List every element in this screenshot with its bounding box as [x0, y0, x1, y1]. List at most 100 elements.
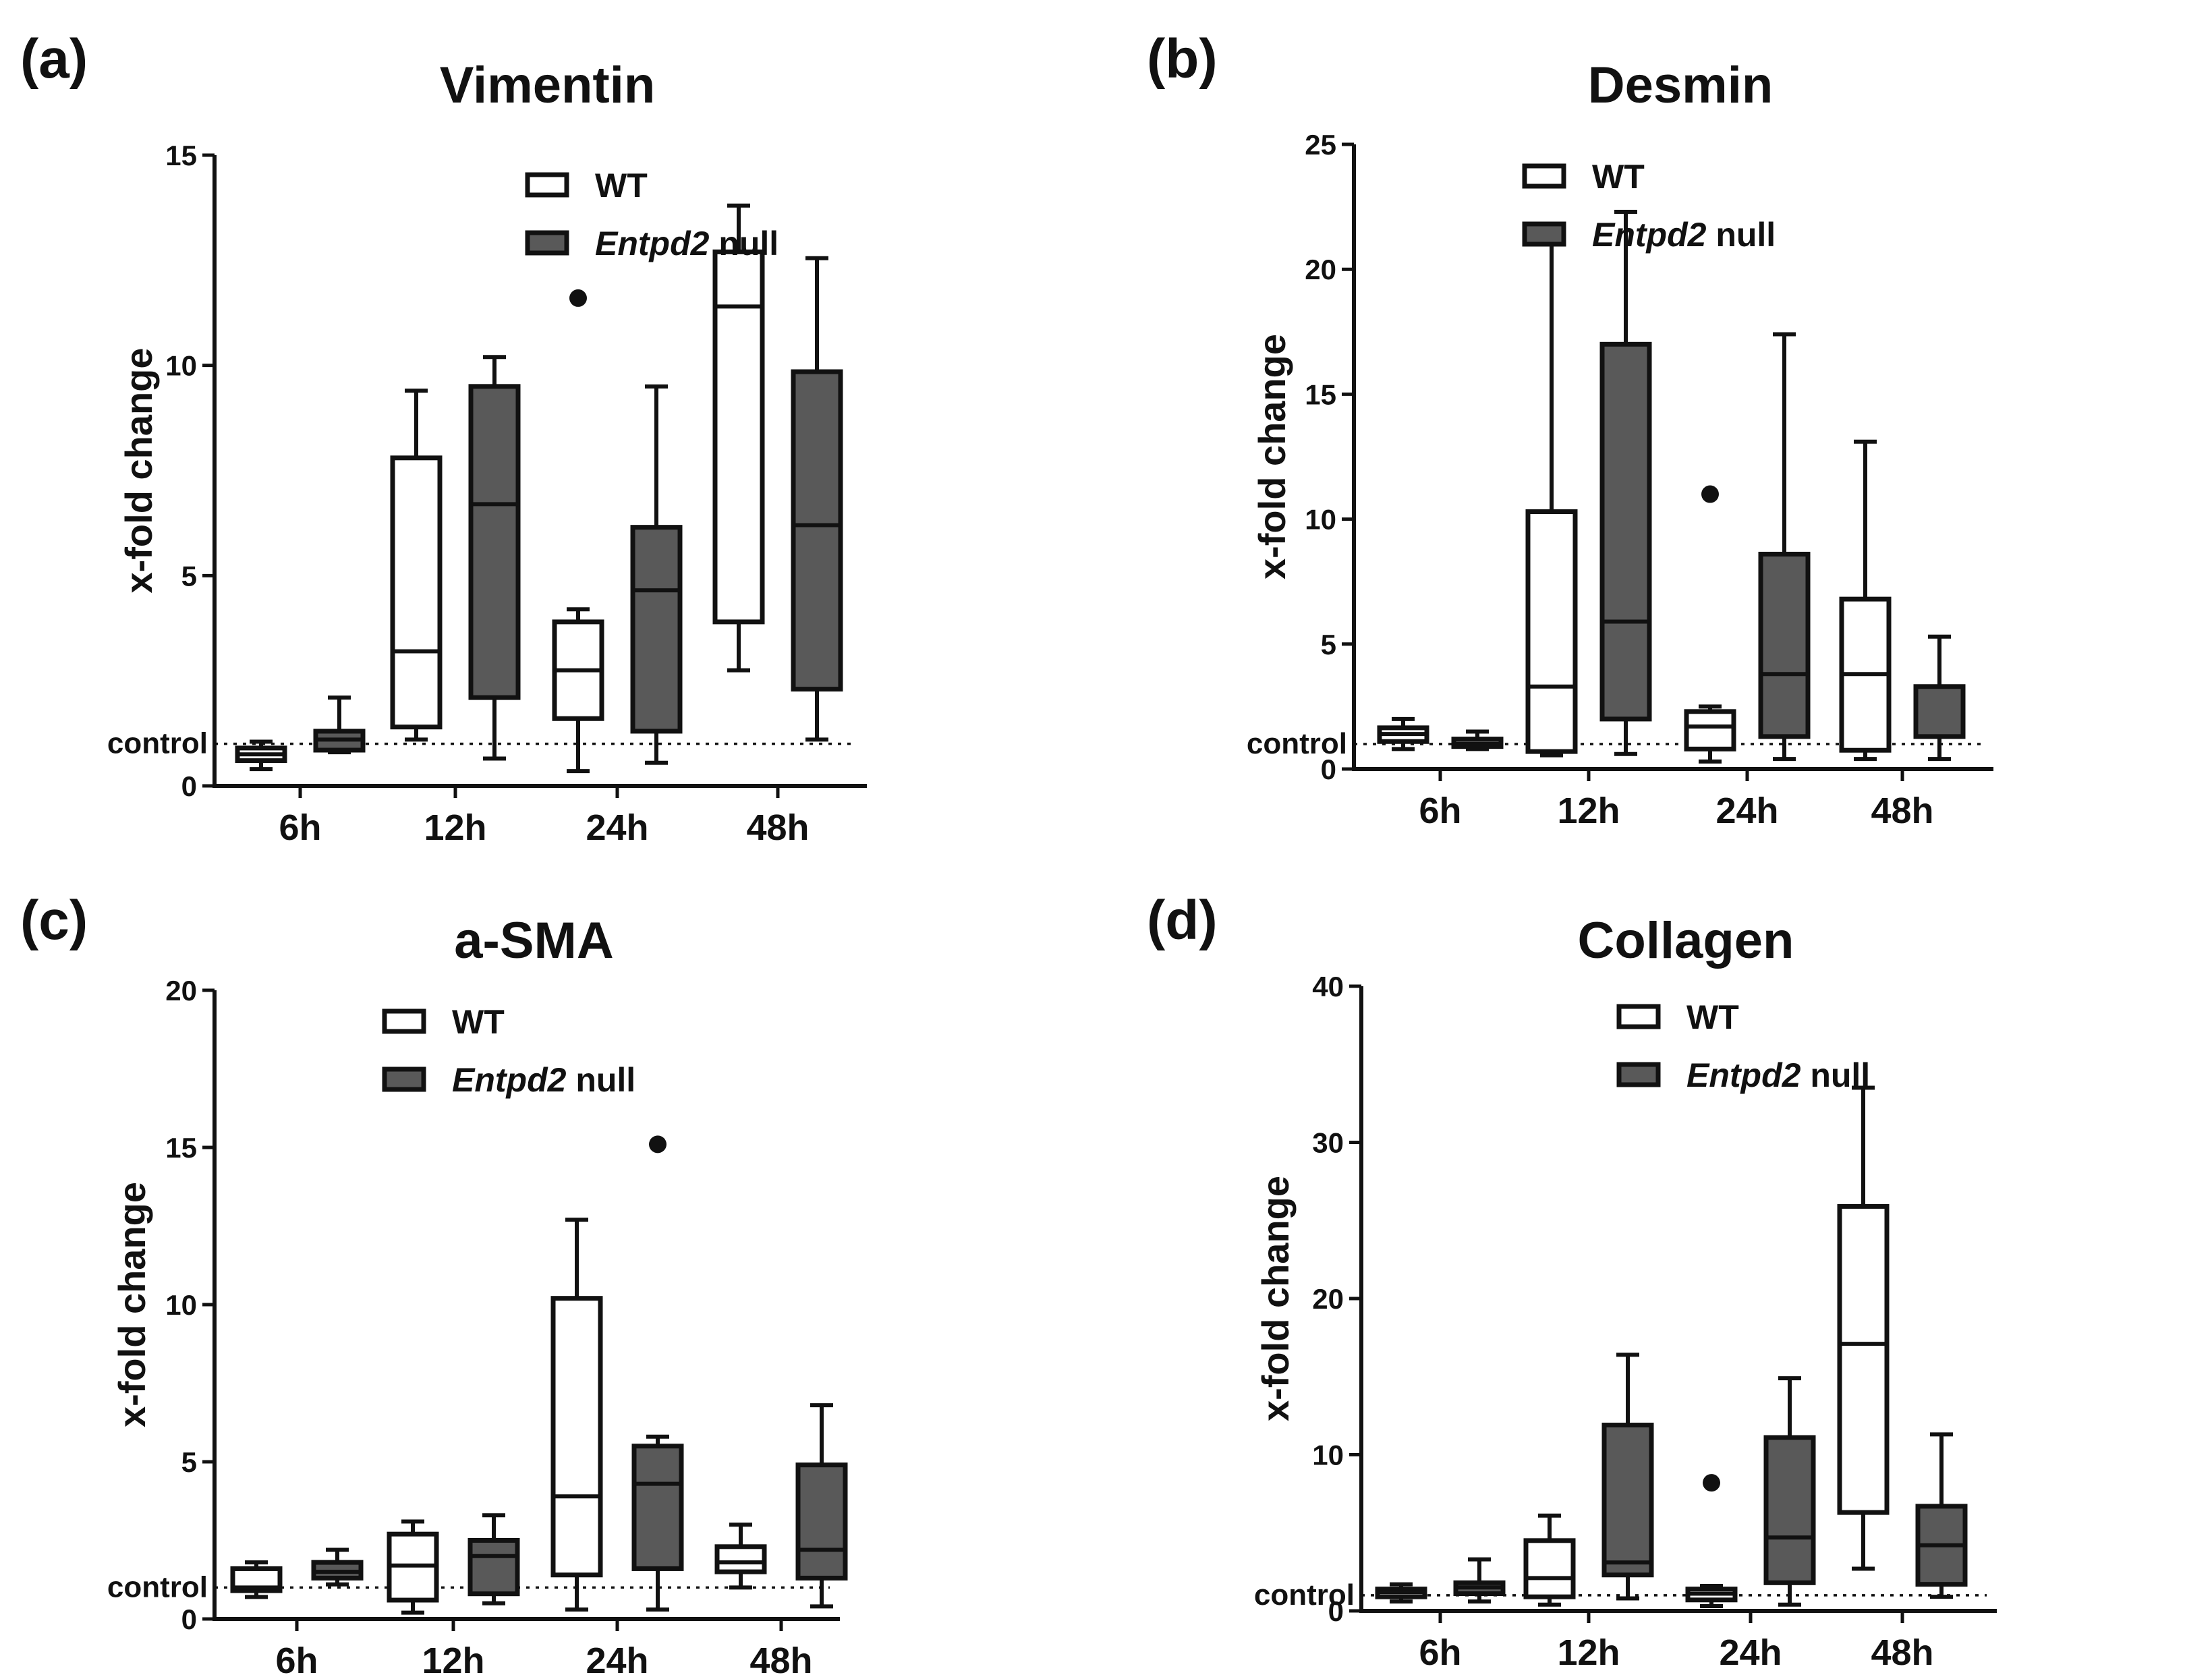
box-iqr: [468, 384, 521, 700]
box-iqr: [1601, 1423, 1654, 1578]
box-iqr: [1837, 1203, 1890, 1515]
box-iqr: [1684, 709, 1736, 751]
box-iqr: [1599, 341, 1652, 722]
x-tick-label: 12h: [1557, 791, 1620, 831]
y-tick-label: 0: [181, 1603, 197, 1635]
box-iqr: [467, 1538, 520, 1597]
box-wt-6h: [1377, 716, 1429, 751]
box-null-48h: [791, 256, 843, 742]
box-wt-48h: [714, 1523, 767, 1590]
box-wt-24h: [552, 289, 604, 774]
panel-label: (d): [1147, 890, 1218, 951]
control-label: control: [1254, 1578, 1355, 1612]
y-tick-label: 10: [1312, 1440, 1344, 1471]
outlier-point: [569, 289, 587, 307]
panel-label: (a): [20, 28, 88, 90]
legend-label-null: Entpd2 null: [1686, 1056, 1870, 1094]
x-tick-label: 48h: [1871, 1632, 1933, 1673]
x-tick-label: 6h: [279, 807, 321, 848]
x-tick-label: 12h: [1557, 1632, 1620, 1673]
y-tick-label: 15: [165, 140, 197, 171]
box-iqr: [714, 1544, 767, 1574]
box-null-12h: [467, 1513, 520, 1605]
y-tick-label: 20: [1305, 254, 1336, 285]
y-axis-label: x-fold change: [1251, 334, 1293, 579]
y-axis-label: x-fold change: [111, 1182, 153, 1427]
box-wt-24h: [1684, 485, 1736, 764]
box-iqr: [1758, 551, 1811, 739]
control-label: control: [107, 1570, 208, 1603]
legend-null-italic: Entpd2: [452, 1061, 567, 1099]
box-wt-24h: [550, 1218, 603, 1612]
box-iqr: [631, 1444, 684, 1571]
x-tick-label: 12h: [424, 807, 486, 848]
x-tick-label: 24h: [1719, 1632, 1782, 1673]
outlier-point: [649, 1135, 667, 1154]
y-tick-label: 30: [1312, 1127, 1344, 1159]
box-wt-24h: [1685, 1474, 1738, 1609]
box-null-24h: [631, 1135, 684, 1612]
chart-title: Collagen: [1578, 912, 1794, 969]
box-null-6h: [313, 695, 366, 755]
y-tick-label: 5: [181, 1446, 197, 1478]
legend-swatch-wt: [1522, 163, 1566, 189]
panel-vimentin: (a) Vimentin x-fold change 0 5 10 15 control 6h 1…: [20, 28, 867, 848]
y-tick-label: 5: [1321, 629, 1336, 660]
box-null-48h: [795, 1403, 848, 1609]
legend-label-wt: WT: [1686, 998, 1739, 1036]
box-iqr: [712, 249, 765, 625]
control-label: control: [1247, 727, 1347, 760]
box-wt-48h: [1837, 1085, 1890, 1571]
x-tick-label: 48h: [749, 1641, 812, 1679]
y-tick-label: 10: [165, 1289, 197, 1321]
legend-label-wt: WT: [452, 1003, 505, 1041]
legend-swatch-wt: [382, 1008, 426, 1034]
y-tick-label: 15: [165, 1132, 197, 1164]
box-wt-48h: [712, 203, 765, 673]
legend-label-null: Entpd2 null: [595, 225, 778, 262]
y-tick-label: 10: [1305, 504, 1336, 536]
legend-label-null: Entpd2 null: [452, 1061, 635, 1099]
panel-label: (b): [1147, 28, 1218, 90]
y-tick-label: 0: [1321, 753, 1336, 785]
box-null-24h: [630, 384, 683, 765]
box-wt-12h: [1525, 225, 1578, 758]
legend-label-wt: WT: [1592, 158, 1645, 196]
legend-swatch-null: [525, 230, 569, 256]
legend-null-suffix: null: [709, 225, 778, 262]
outlier-point: [1701, 485, 1719, 503]
legend-label-null: Entpd2 null: [1592, 216, 1776, 254]
box-wt-12h: [390, 389, 443, 742]
box-null-12h: [1601, 1353, 1654, 1601]
y-axis-label: x-fold change: [117, 347, 160, 593]
box-wt-12h: [1523, 1513, 1576, 1607]
x-tick-label: 6h: [1419, 1632, 1461, 1673]
y-tick-label: 10: [165, 350, 197, 382]
y-tick-label: 25: [1305, 129, 1336, 161]
box-null-6h: [1451, 729, 1504, 751]
legend-label-wt: WT: [595, 167, 648, 204]
legend: WT Entpd2 null: [1616, 998, 1870, 1094]
box-iqr: [791, 369, 843, 692]
box-iqr: [550, 1296, 603, 1578]
panel-collagen: (d) Collagen x-fold change 0 10 20 30 40 control…: [1147, 890, 1997, 1673]
box-iqr: [795, 1462, 848, 1581]
panel-label: (c): [20, 890, 88, 951]
box-iqr: [390, 455, 443, 730]
legend-null-italic: Entpd2: [1686, 1056, 1801, 1094]
legend: WT Entpd2 null: [1522, 158, 1776, 254]
panel-desmin: (b) Desmin x-fold change 0 5 10 15 20 25 control 6…: [1147, 28, 1993, 831]
box-null-48h: [1913, 634, 1966, 762]
box-wt-48h: [1839, 439, 1892, 762]
y-tick-label: 0: [181, 770, 197, 802]
box-wt-12h: [387, 1519, 439, 1615]
x-tick-label: 48h: [746, 807, 809, 848]
panel-a-sma: (c) a-SMA x-fold change 0 5 10 15 20 control 6h 12…: [20, 890, 848, 1679]
x-tick-label: 24h: [586, 1641, 648, 1679]
box-iqr: [630, 525, 683, 734]
y-axis-label: x-fold change: [1254, 1176, 1297, 1421]
legend-null-suffix: null: [1800, 1056, 1870, 1094]
box-null-12h: [468, 355, 521, 761]
box-null-48h: [1915, 1432, 1968, 1599]
legend-swatch-null: [1522, 221, 1566, 247]
